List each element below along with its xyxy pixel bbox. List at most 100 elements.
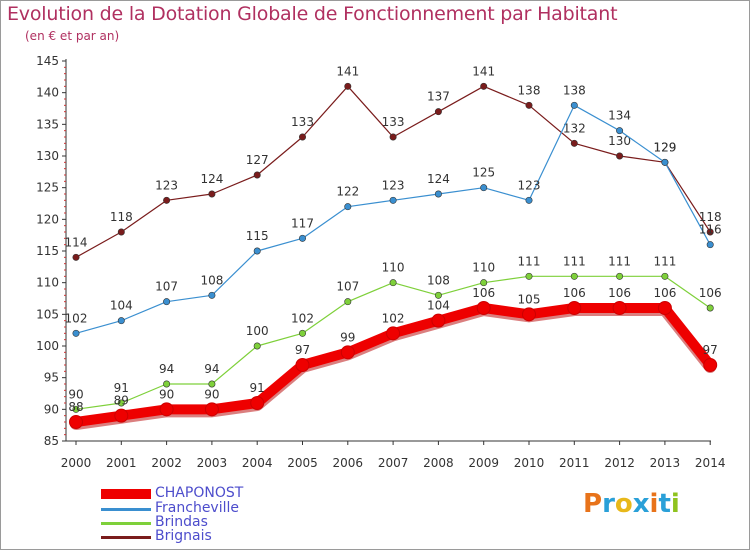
data-point-brignais (434, 108, 442, 116)
data-point-brindas (706, 304, 714, 312)
data-label-brindas: 102 (291, 311, 314, 325)
data-point-brindas (661, 272, 669, 280)
data-label-brignais: 133 (291, 115, 314, 129)
data-point-chaponost (476, 301, 491, 315)
data-label-brignais: 127 (246, 153, 269, 167)
data-point-brignais (389, 133, 397, 141)
y-tick-label: 130 (36, 149, 59, 163)
data-label-brindas: 110 (382, 261, 405, 275)
logo-letter: r (602, 489, 615, 519)
data-label-chaponost: 97 (703, 343, 718, 357)
data-label-chaponost: 90 (159, 387, 174, 401)
data-point-brignais (163, 196, 171, 204)
data-point-francheville (208, 291, 216, 299)
data-label-chaponost: 106 (563, 286, 586, 300)
data-point-brignais (570, 139, 578, 147)
data-label-francheville: 115 (246, 229, 269, 243)
data-label-francheville: 138 (563, 83, 586, 97)
y-tick-label: 105 (36, 307, 59, 321)
data-point-chaponost (114, 408, 129, 423)
data-label-chaponost: 106 (653, 286, 676, 300)
data-point-brindas (389, 279, 397, 287)
data-point-chaponost (386, 326, 401, 341)
x-tick-label: 2007 (378, 456, 409, 470)
y-tick-label: 140 (36, 86, 59, 100)
data-label-francheville: 134 (608, 109, 631, 123)
data-label-francheville: 107 (155, 280, 178, 294)
data-point-chaponost (657, 301, 672, 315)
x-tick-label: 2014 (695, 456, 726, 470)
data-point-francheville (480, 184, 488, 192)
data-point-brindas (616, 272, 624, 280)
data-point-brindas (253, 342, 261, 350)
y-tick-label: 145 (36, 54, 59, 68)
data-label-francheville: 123 (518, 178, 541, 192)
data-point-brindas (525, 272, 533, 280)
legend-label-chaponost: CHAPONOST (155, 485, 244, 501)
data-label-francheville: 122 (336, 185, 359, 199)
y-tick-label: 85 (44, 434, 59, 448)
data-label-chaponost: 105 (518, 292, 541, 306)
data-label-chaponost: 99 (340, 330, 355, 344)
data-point-chaponost (522, 307, 536, 322)
data-label-chaponost: 90 (204, 387, 219, 401)
legend-swatch-brignais (101, 536, 151, 539)
data-point-chaponost (703, 358, 718, 372)
logo-letter: P (583, 489, 603, 519)
data-label-francheville: 124 (427, 172, 450, 186)
x-tick-label: 2010 (514, 456, 545, 470)
data-label-brindas: 111 (563, 254, 586, 268)
data-point-francheville (298, 234, 306, 242)
data-point-brindas (434, 291, 442, 299)
data-point-brignais (616, 152, 624, 160)
data-point-francheville (117, 317, 125, 325)
data-point-francheville (706, 241, 714, 249)
data-label-brindas: 106 (699, 286, 722, 300)
data-point-chaponost (431, 313, 446, 328)
data-label-chaponost: 104 (427, 299, 450, 313)
data-label-brignais: 118 (110, 210, 133, 224)
data-point-brindas (163, 380, 171, 388)
logo-letter: i (649, 489, 659, 519)
chart-subtitle: (en € et par an) (25, 29, 120, 43)
data-label-brignais: 141 (336, 64, 359, 78)
x-tick-label: 2002 (151, 456, 182, 470)
data-label-brignais: 124 (200, 172, 223, 186)
data-point-brindas (344, 298, 352, 306)
data-label-brignais: 141 (472, 64, 495, 78)
data-point-chaponost (295, 358, 310, 372)
data-point-francheville (253, 247, 261, 255)
legend-label-brindas: Brindas (155, 514, 208, 530)
data-label-brindas: 100 (246, 324, 269, 338)
data-label-brindas: 107 (336, 280, 359, 294)
data-point-chaponost (340, 345, 355, 360)
x-tick-label: 2013 (650, 456, 681, 470)
data-point-brignais (344, 82, 352, 90)
data-point-francheville (525, 196, 533, 204)
legend-swatch-francheville (101, 508, 151, 511)
data-point-brignais (706, 228, 714, 236)
data-point-chaponost (567, 301, 582, 315)
data-point-chaponost (250, 396, 265, 410)
data-label-brignais: 138 (518, 83, 541, 97)
data-point-francheville (570, 101, 578, 109)
data-label-brignais: 132 (563, 121, 586, 135)
data-point-chaponost (612, 301, 627, 315)
data-point-francheville (344, 203, 352, 211)
x-tick-label: 2012 (604, 456, 635, 470)
data-label-brindas: 111 (518, 254, 541, 268)
x-tick-label: 2011 (559, 456, 590, 470)
data-label-brignais: 129 (653, 140, 676, 154)
data-point-brignais (208, 190, 216, 198)
data-label-francheville: 108 (200, 273, 223, 287)
data-label-brindas: 91 (114, 381, 129, 395)
data-label-brignais: 137 (427, 90, 450, 104)
x-tick-label: 2000 (61, 456, 92, 470)
data-label-brignais: 130 (608, 134, 631, 148)
x-tick-label: 2006 (333, 456, 364, 470)
data-label-francheville: 129 (653, 140, 676, 154)
legend-swatch-brindas (101, 522, 151, 525)
data-label-brindas: 94 (204, 362, 219, 376)
data-label-francheville: 116 (699, 223, 722, 237)
data-point-brignais (117, 228, 125, 236)
